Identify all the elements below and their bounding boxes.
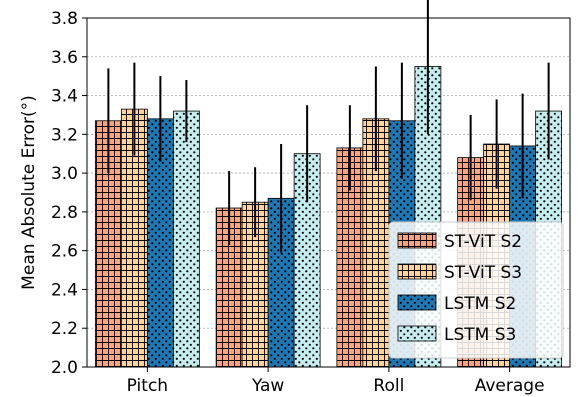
y-axis-title: Mean Absolute Error(°) <box>19 95 39 290</box>
x-tick-label: Roll <box>373 376 404 396</box>
legend-swatch-3 <box>397 325 437 342</box>
x-tick-label: Yaw <box>251 376 284 396</box>
legend-swatch-2 <box>397 294 437 311</box>
y-tick-label: 2.0 <box>51 358 78 378</box>
legend: ST-ViT S2 ST-ViT S3 LSTM S2 LSTM S3 <box>388 221 564 359</box>
y-tick-label: 3.0 <box>51 164 78 184</box>
x-tick-label: Pitch <box>127 376 168 396</box>
legend-label-0: ST-ViT S2 <box>444 232 522 252</box>
x-tick-label: Average <box>475 376 545 396</box>
plot-frame <box>86 17 571 368</box>
y-tick-label: 2.2 <box>51 319 78 339</box>
legend-swatch-1 <box>397 263 437 280</box>
legend-label-3: LSTM S3 <box>444 325 516 345</box>
y-tick-label: 2.4 <box>51 280 78 300</box>
y-tick-label: 2.8 <box>51 203 78 223</box>
axes: 2.0 2.2 2.4 2.6 2.8 3.0 3.2 3.4 3.6 3.8 Pitch Yaw Ro… <box>19 9 571 396</box>
legend-label-2: LSTM S2 <box>444 294 516 314</box>
y-tick-label: 3.4 <box>51 87 78 107</box>
bar-pitch-3 <box>172 110 200 368</box>
y-tick-label: 3.8 <box>51 9 78 29</box>
legend-label-1: ST-ViT S3 <box>444 263 522 283</box>
y-tick-label: 3.2 <box>51 125 78 145</box>
y-tick-label: 3.6 <box>51 48 78 68</box>
y-tick-label: 2.6 <box>51 242 78 262</box>
legend-box <box>388 221 564 359</box>
legend-swatch-0 <box>397 232 437 249</box>
error-bars <box>107 0 550 253</box>
